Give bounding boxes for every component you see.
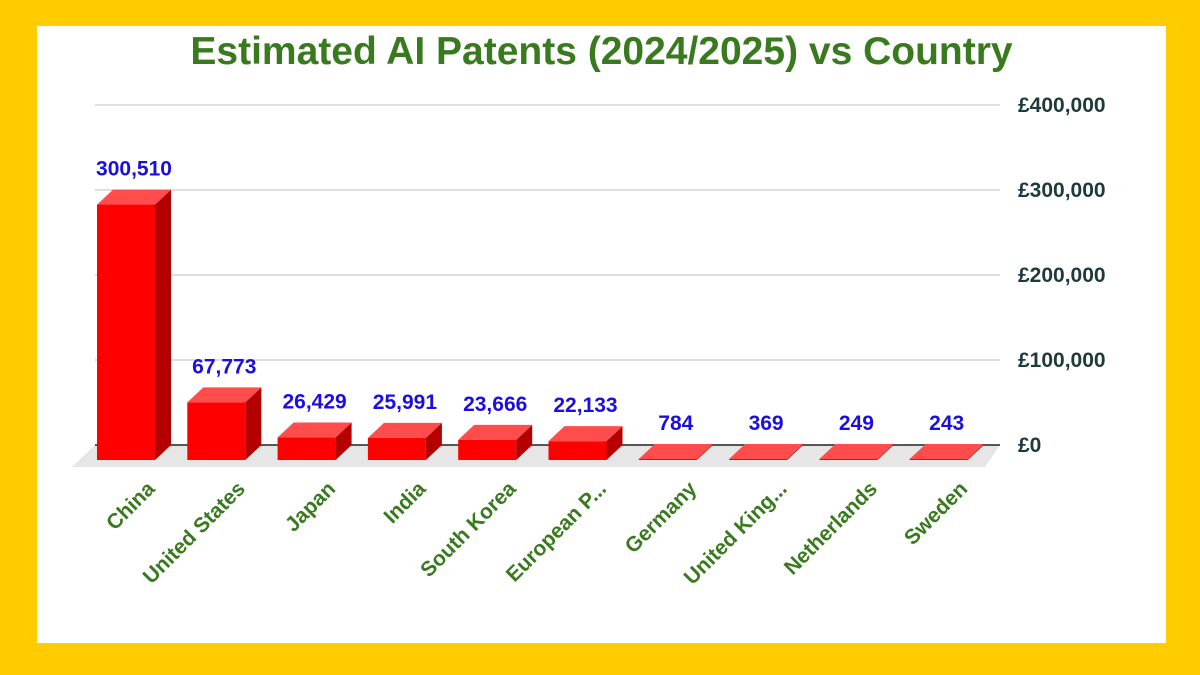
bar-side (696, 444, 713, 460)
bar-top (97, 189, 171, 205)
data-label: 25,991 (373, 391, 438, 414)
bar-top (458, 424, 533, 440)
bar (729, 459, 788, 460)
bar-side (787, 444, 804, 460)
y-tick-label: £100,000 (1018, 349, 1106, 372)
bar-top (638, 444, 713, 459)
bar-top (548, 426, 623, 442)
bar-top (729, 444, 804, 459)
category-label: China (102, 477, 160, 535)
bar-top (187, 387, 262, 403)
bar (638, 459, 697, 460)
bar-side (245, 387, 262, 460)
bar-side (877, 444, 894, 460)
data-label: 67,773 (192, 355, 256, 378)
data-label: 22,133 (553, 394, 617, 417)
bar-side (967, 444, 984, 460)
bar-top (819, 444, 894, 459)
bar-side (335, 422, 352, 460)
bar-top (909, 444, 984, 459)
data-label: 300,510 (96, 158, 172, 181)
bar-top (277, 422, 352, 438)
bar-side (606, 426, 623, 460)
bar (548, 441, 607, 460)
y-tick-label: £200,000 (1018, 264, 1106, 287)
bar (458, 439, 517, 460)
chart-title: Estimated AI Patents (2024/2025) vs Coun… (190, 30, 1013, 73)
category-label: India (380, 477, 431, 528)
data-label: 23,666 (463, 393, 527, 416)
bar-side (516, 424, 533, 460)
bar (909, 459, 968, 460)
category-label: Sweden (900, 477, 972, 549)
y-tick-label: £300,000 (1018, 179, 1106, 202)
category-label: Netherlands (780, 477, 882, 579)
bar (819, 459, 878, 460)
y-tick-label: £0 (1018, 434, 1041, 457)
bar (187, 402, 246, 460)
data-label: 243 (929, 412, 964, 435)
data-label: 249 (839, 412, 874, 435)
bar-side (425, 422, 442, 460)
chart-panel (37, 26, 1166, 643)
bar-top (367, 422, 442, 438)
bar (97, 204, 155, 460)
data-label: 369 (749, 412, 784, 435)
data-label: 26,429 (282, 391, 346, 414)
category-label: Japan (281, 477, 340, 536)
bar (277, 437, 336, 460)
y-tick-label: £400,000 (1018, 94, 1106, 117)
bar-side (155, 189, 171, 460)
bar (367, 437, 426, 460)
category-label: Germany (621, 477, 702, 558)
data-label: 784 (658, 412, 693, 435)
